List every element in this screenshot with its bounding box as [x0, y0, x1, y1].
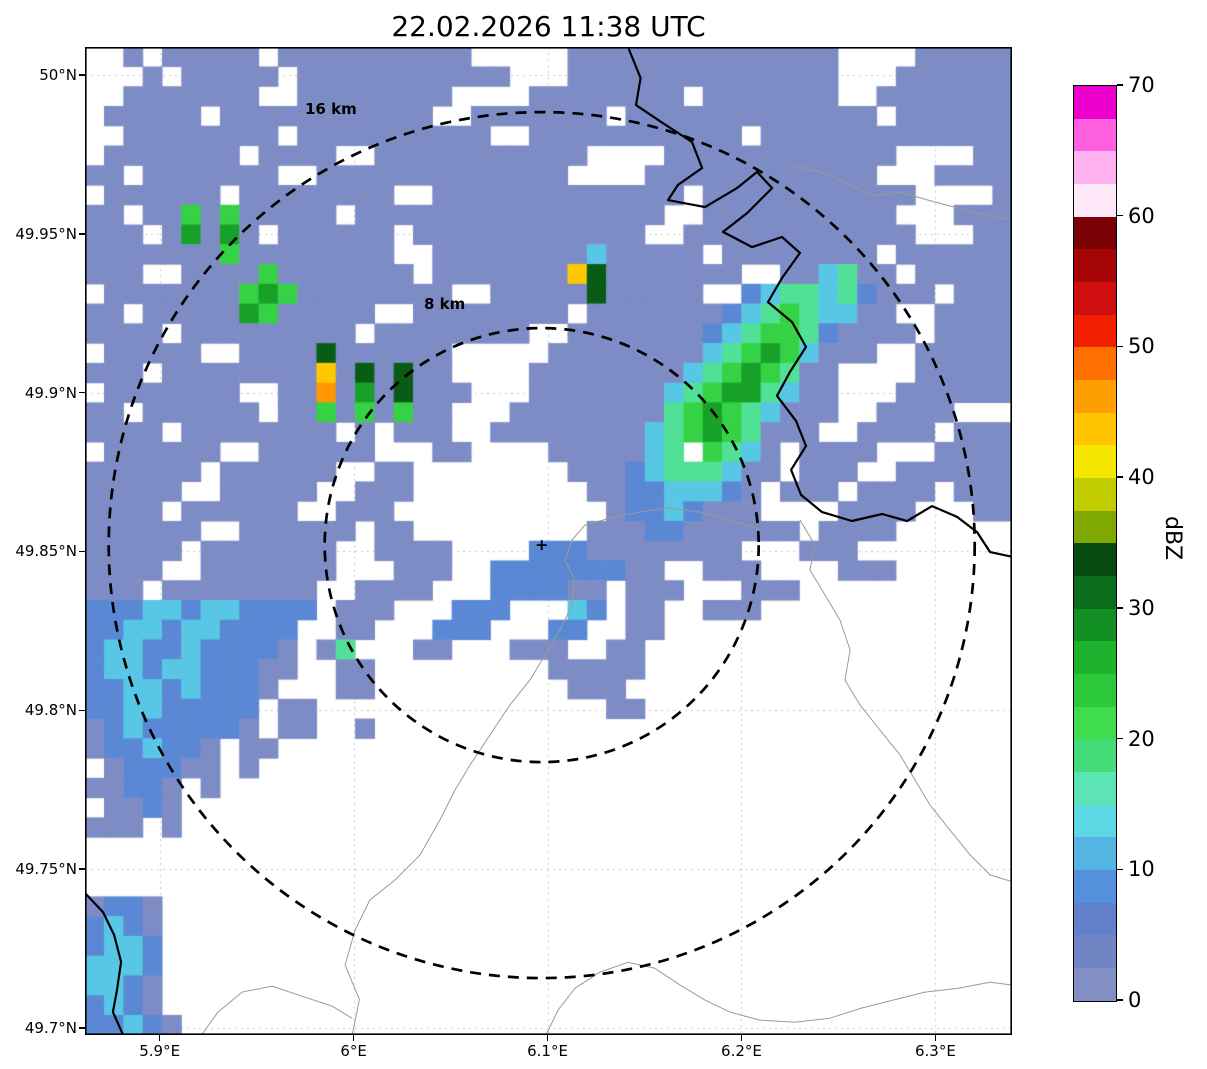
colorbar-band [1074, 216, 1116, 250]
colorbar-band [1074, 86, 1116, 119]
colorbar-band [1074, 478, 1116, 511]
plot-title: 22.02.2026 11:38 UTC [391, 10, 706, 43]
x-tick [352, 1035, 355, 1041]
range-ring-label-16km: 16 km [305, 100, 357, 118]
colorbar-tick-label: 40 [1128, 465, 1155, 490]
radar-reflectivity-canvas [85, 47, 1012, 1035]
colorbar-tick [1117, 476, 1123, 478]
colorbar-tick [1117, 84, 1123, 86]
colorbar-band [1074, 314, 1116, 348]
x-tick [546, 1035, 549, 1041]
colorbar-band [1074, 706, 1116, 740]
y-tick-label: 49.95°N [15, 224, 77, 243]
range-ring-16km [107, 110, 977, 980]
colorbar-band [1074, 837, 1116, 871]
x-tick [158, 1035, 161, 1041]
y-tick [79, 74, 85, 76]
colorbar-band [1074, 739, 1116, 773]
colorbar-tick-label: 30 [1128, 595, 1155, 620]
colorbar-tick-label: 50 [1128, 334, 1155, 359]
colorbar-band [1074, 772, 1116, 805]
y-tick [79, 868, 85, 870]
colorbar-band [1074, 118, 1116, 152]
colorbar-title: dBZ [1160, 516, 1185, 561]
colorbar-band [1074, 543, 1116, 577]
colorbar-band [1074, 576, 1116, 609]
y-tick-label: 49.75°N [15, 860, 77, 879]
colorbar-band [1074, 445, 1116, 479]
radar-site-marker [536, 540, 547, 551]
y-tick [79, 550, 85, 553]
colorbar-band [1074, 902, 1116, 936]
colorbar-band [1074, 412, 1116, 446]
x-tick-label: 6.2°E [721, 1042, 762, 1060]
colorbar-tick-label: 60 [1128, 203, 1155, 228]
radar-map [85, 47, 1012, 1035]
colorbar-band [1074, 804, 1116, 838]
colorbar [1073, 85, 1117, 1002]
colorbar-tick [1117, 868, 1123, 871]
colorbar-band [1074, 968, 1116, 1001]
colorbar-tick-label: 0 [1128, 988, 1142, 1012]
colorbar-band [1074, 249, 1116, 283]
x-tick-label: 6.3°E [914, 1042, 956, 1060]
country-border-east [626, 47, 1012, 558]
boundary-south [545, 961, 1012, 1035]
colorbar-tick-label: 70 [1128, 73, 1155, 97]
colorbar-tick [1117, 345, 1123, 348]
colorbar-band [1074, 608, 1116, 642]
y-tick [79, 709, 85, 712]
y-tick [79, 233, 85, 235]
boundary-center [344, 507, 759, 1035]
country-border-southwest [85, 891, 125, 1035]
y-tick [79, 391, 85, 394]
boundary-northeast [789, 164, 1012, 221]
y-tick-label: 49.85°N [15, 542, 77, 561]
colorbar-band [1074, 935, 1116, 969]
y-tick-label: 49.7°N [24, 1019, 77, 1037]
y-tick-label: 50°N [39, 65, 77, 84]
colorbar-band [1074, 510, 1116, 544]
x-tick-label: 6.1°E [527, 1042, 568, 1060]
map-frame [85, 47, 1012, 1035]
colorbar-band [1074, 151, 1116, 185]
range-ring-label-8km: 8 km [424, 295, 466, 313]
colorbar-tick [1117, 214, 1123, 217]
map-overlay [85, 47, 1012, 1035]
colorbar-band [1074, 674, 1116, 707]
colorbar-tick [1117, 737, 1123, 740]
boundary-bottom-left [200, 985, 353, 1035]
colorbar-band [1074, 347, 1116, 381]
x-tick [740, 1035, 743, 1041]
colorbar-tick-label: 10 [1128, 857, 1155, 882]
x-tick-label: 5.9°E [139, 1042, 181, 1060]
colorbar-band [1074, 870, 1116, 903]
x-tick-label: 6°E [340, 1042, 367, 1060]
y-tick-label: 49.9°N [24, 383, 77, 402]
y-tick-label: 49.8°N [24, 701, 77, 720]
colorbar-tick [1117, 607, 1123, 609]
colorbar-band [1074, 641, 1116, 675]
boundary-southeast [799, 519, 1012, 883]
x-tick [934, 1035, 937, 1041]
range-ring-8km [323, 326, 761, 764]
colorbar-band [1074, 380, 1116, 413]
colorbar-band [1074, 184, 1116, 217]
colorbar-tick-label: 20 [1128, 726, 1155, 751]
y-tick [79, 1027, 85, 1029]
colorbar-band [1074, 282, 1116, 315]
colorbar-tick [1117, 999, 1123, 1001]
